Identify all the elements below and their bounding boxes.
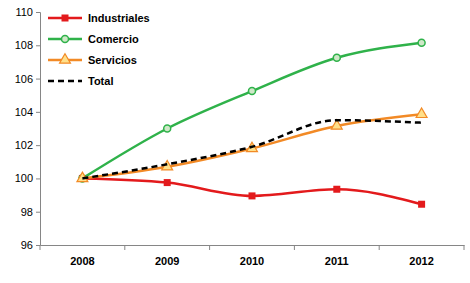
category-dividers	[40, 245, 464, 250]
series-line	[82, 120, 421, 178]
y-tick-label: 100	[15, 172, 33, 184]
y-tick: 102	[15, 139, 40, 151]
y-tick-mark	[36, 112, 40, 113]
y-tick-label: 102	[15, 139, 33, 151]
legend-item: Comercio	[48, 33, 139, 45]
x-tick-label: 2011	[325, 255, 349, 267]
category-divider	[124, 245, 125, 250]
legend-marker	[60, 54, 71, 63]
marker-group	[418, 201, 425, 208]
y-tick-mark	[36, 79, 40, 80]
x-tick-label: 2009	[155, 255, 179, 267]
y-tick-mark	[36, 212, 40, 213]
marker	[418, 201, 425, 208]
y-tick: 106	[15, 73, 40, 85]
marker-group	[418, 39, 425, 46]
y-tick-mark	[36, 45, 40, 46]
y-axis: 96 98 100 102 104 106 108 110	[15, 6, 41, 251]
y-tick: 110	[15, 6, 40, 18]
x-tick: 2012	[409, 245, 433, 267]
x-axis: 2008 2009 2010 2011 2012	[40, 245, 465, 267]
x-tick-label: 2012	[409, 255, 433, 267]
legend-marker-group	[60, 54, 71, 63]
marker	[418, 39, 425, 46]
legend-marker-group	[62, 15, 69, 22]
x-tick: 2008	[70, 245, 94, 267]
legend-item: Servicios	[48, 54, 137, 66]
chart: 9698100102104106108110200820092010201120…	[0, 0, 470, 283]
marker	[164, 179, 171, 186]
y-tick-label: 104	[15, 106, 33, 118]
x-tick: 2011	[325, 245, 349, 267]
legend-item: Industriales	[48, 12, 150, 24]
category-divider	[40, 245, 41, 250]
x-axis-line	[41, 245, 465, 246]
category-divider	[379, 245, 380, 250]
y-tick: 98	[21, 206, 40, 218]
x-tick: 2010	[240, 245, 264, 267]
x-tick-label: 2008	[70, 255, 94, 267]
marker	[333, 54, 340, 61]
y-tick-label: 110	[15, 6, 33, 18]
y-tick-mark	[36, 178, 40, 179]
marker-group	[249, 192, 256, 199]
y-tick-label: 98	[21, 206, 33, 218]
y-axis-line	[36, 13, 41, 246]
plot-area: 9698100102104106108110200820092010201120…	[15, 6, 465, 267]
marker	[249, 88, 256, 95]
marker	[249, 192, 256, 199]
y-tick: 108	[15, 39, 40, 51]
marker	[333, 186, 340, 193]
legend-label: Comercio	[88, 33, 139, 45]
category-divider	[464, 245, 465, 250]
legend-swatch	[48, 80, 82, 83]
marker-group	[164, 125, 171, 132]
y-tick-label: 106	[15, 73, 33, 85]
y-tick: 104	[15, 106, 40, 118]
x-tick-label: 2010	[240, 255, 264, 267]
legend-marker	[62, 36, 69, 43]
series-line	[82, 43, 421, 179]
marker	[416, 108, 427, 117]
legend-item: Total	[48, 75, 113, 87]
x-tick: 2009	[155, 245, 179, 267]
y-tick-mark	[36, 12, 40, 13]
category-divider	[209, 245, 210, 250]
series-line	[82, 114, 421, 178]
y-tick-mark	[36, 145, 40, 146]
legend-label: Industriales	[88, 12, 150, 24]
marker-group	[164, 179, 171, 186]
marker-group	[333, 54, 340, 61]
marker-group	[333, 186, 340, 193]
series-line	[82, 178, 421, 204]
marker	[164, 125, 171, 132]
legend-label: Servicios	[88, 54, 137, 66]
legend-marker-group	[62, 36, 69, 43]
y-tick: 100	[15, 172, 40, 184]
y-tick-label: 108	[15, 39, 33, 51]
series-group	[77, 39, 427, 207]
y-tick: 96	[21, 239, 40, 251]
legend-label: Total	[88, 75, 113, 87]
y-tick-mark	[36, 245, 40, 246]
marker-group	[249, 88, 256, 95]
y-tick-label: 96	[21, 239, 33, 251]
marker-group	[416, 108, 427, 117]
legend-marker	[62, 15, 69, 22]
legend: Industriales Comercio Servicios Total	[48, 12, 150, 87]
category-divider	[294, 245, 295, 250]
